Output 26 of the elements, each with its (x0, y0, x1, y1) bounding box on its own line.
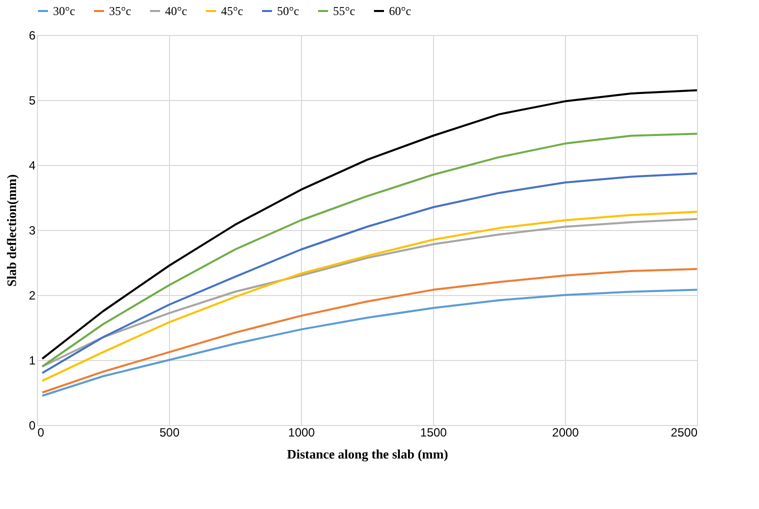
y-tick-label: 3 (28, 224, 36, 238)
legend-label: 40°c (165, 4, 188, 18)
legend-label: 35°c (109, 4, 132, 18)
legend-label: 30°c (53, 4, 76, 18)
x-tick-label: 0 (38, 426, 44, 440)
line-series (41, 288, 698, 397)
line-series (41, 89, 698, 360)
x-tick-label: 1500 (420, 426, 448, 440)
y-tick-label: 2 (28, 288, 36, 302)
line-series (41, 132, 698, 368)
legend-label: 55°c (333, 4, 356, 18)
legend-label: 50°c (277, 4, 300, 18)
y-tick-label: 1 (28, 354, 36, 368)
y-tick-label: 4 (28, 158, 36, 172)
line-series (41, 172, 698, 374)
x-tick-label: 500 (159, 426, 180, 440)
x-tick-label: 2000 (552, 426, 580, 440)
x-tick-label: 1000 (288, 426, 316, 440)
line-series (41, 268, 698, 394)
legend-label: 60°c (389, 4, 412, 18)
y-tick-label: 5 (28, 94, 36, 108)
y-axis-title: Slab deflection(mm) (4, 174, 19, 287)
y-tick-label: 6 (28, 28, 36, 42)
x-axis-title: Distance along the slab (mm) (286, 446, 448, 462)
x-tick-label: 2500 (670, 426, 698, 440)
legend-label: 45°c (221, 4, 244, 18)
